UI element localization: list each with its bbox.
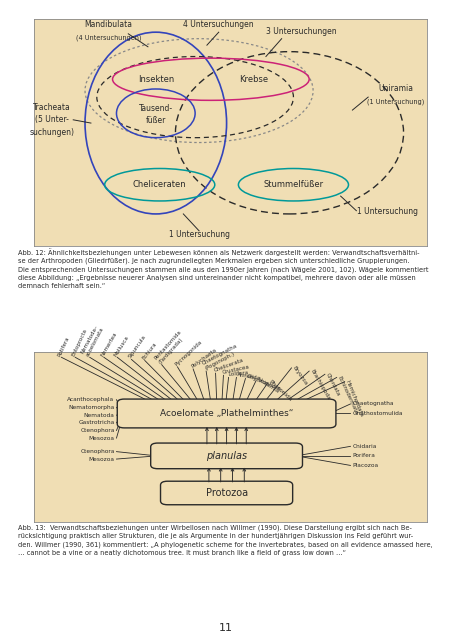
Text: Krebse: Krebse	[239, 75, 268, 84]
Text: Pycnogonida: Pycnogonida	[174, 339, 203, 367]
Text: Chaetognatha
(Pogonoph.): Chaetognatha (Pogonoph.)	[201, 343, 240, 371]
Text: Acanthocephala: Acanthocephala	[67, 397, 114, 402]
FancyBboxPatch shape	[160, 481, 292, 505]
Text: Ctenophora: Ctenophora	[80, 449, 114, 454]
Text: planulas: planulas	[206, 451, 247, 461]
Text: Mollusca: Mollusca	[113, 335, 129, 357]
Text: Placozoa: Placozoa	[352, 463, 377, 468]
Text: Chaetognatha: Chaetognatha	[352, 401, 393, 406]
Text: Rotifera: Rotifera	[57, 335, 70, 357]
Text: Pentastomida
(Tardigrada): Pentastomida (Tardigrada)	[153, 330, 187, 365]
Text: Nematoda–
acoelomata: Nematoda– acoelomata	[80, 323, 105, 357]
Text: Crustacea: Crustacea	[222, 365, 250, 375]
Text: Uniramia: Uniramia	[377, 84, 412, 93]
Text: füßer: füßer	[145, 116, 166, 125]
Text: (1 Untersuchung): (1 Untersuchung)	[366, 99, 423, 105]
Text: Tracheata: Tracheata	[32, 103, 70, 112]
Text: Onychophora: Onychophora	[245, 374, 281, 392]
Text: Tausend-: Tausend-	[138, 104, 172, 113]
Text: Nematomorpha: Nematomorpha	[68, 405, 114, 410]
Text: 1 Untersuchung: 1 Untersuchung	[168, 230, 229, 239]
Text: Annelida: Annelida	[236, 372, 261, 381]
Text: Acoelomate „Plathelminthes“: Acoelomate „Plathelminthes“	[160, 409, 293, 418]
Text: (5 Unter-: (5 Unter-	[35, 115, 69, 124]
Text: 11: 11	[219, 623, 232, 633]
Text: (4 Untersuchungen): (4 Untersuchungen)	[76, 35, 141, 41]
Text: Abb. 13:  Verwandtschaftsbeziehungen unter Wirbellosen nach Willmer (1990). Dies: Abb. 13: Verwandtschaftsbeziehungen unte…	[18, 525, 432, 556]
Text: Cnidaria: Cnidaria	[352, 444, 376, 449]
Text: Chelicerata: Chelicerata	[213, 358, 244, 373]
Text: Mandibulata: Mandibulata	[84, 20, 132, 29]
Text: Sipuncula: Sipuncula	[127, 335, 147, 360]
Text: 1 Untersuchung: 1 Untersuchung	[357, 207, 417, 216]
Text: suchungen): suchungen)	[29, 128, 74, 137]
Text: Chordata: Chordata	[324, 372, 340, 397]
Text: 3 Untersuchungen: 3 Untersuchungen	[265, 27, 336, 36]
Text: Ctenophora: Ctenophora	[80, 428, 114, 433]
Text: Nemertea: Nemertea	[99, 331, 117, 357]
Text: Polychaeta: Polychaeta	[190, 348, 217, 369]
Text: Brachiopoda: Brachiopoda	[308, 369, 330, 401]
Text: Protozoa: Protozoa	[205, 488, 247, 498]
Text: Echinodermata: Echinodermata	[336, 375, 358, 415]
Text: Insekten: Insekten	[138, 75, 174, 84]
Text: Mesozoa: Mesozoa	[88, 436, 114, 440]
Text: Entoprocta: Entoprocta	[70, 328, 87, 357]
Text: Nematoda: Nematoda	[83, 413, 114, 418]
Text: Gastrotricha: Gastrotricha	[78, 420, 114, 426]
Text: Stummelfüßer: Stummelfüßer	[263, 180, 323, 189]
Text: Echiura: Echiura	[141, 341, 157, 360]
Text: Porifera: Porifera	[352, 453, 374, 458]
Text: 4 Untersuchungen: 4 Untersuchungen	[183, 20, 253, 29]
Text: Cheliceraten: Cheliceraten	[133, 180, 186, 189]
Text: Uniramia: Uniramia	[256, 376, 280, 394]
Text: Mesozoa: Mesozoa	[88, 456, 114, 461]
Text: Bryozoa: Bryozoa	[291, 365, 308, 386]
Text: Lolifera: Lolifera	[228, 371, 249, 378]
Text: Hemichordata: Hemichordata	[344, 380, 363, 418]
Text: Abb. 12: Ähnlichkeitsbeziehungen unter Lebewesen können als Netzwerk dargestellt: Abb. 12: Ähnlichkeitsbeziehungen unter L…	[18, 248, 428, 289]
Text: Gnathostomulida: Gnathostomulida	[352, 411, 402, 416]
Text: Phoronida: Phoronida	[267, 379, 292, 403]
FancyBboxPatch shape	[150, 443, 302, 468]
FancyBboxPatch shape	[117, 399, 335, 428]
